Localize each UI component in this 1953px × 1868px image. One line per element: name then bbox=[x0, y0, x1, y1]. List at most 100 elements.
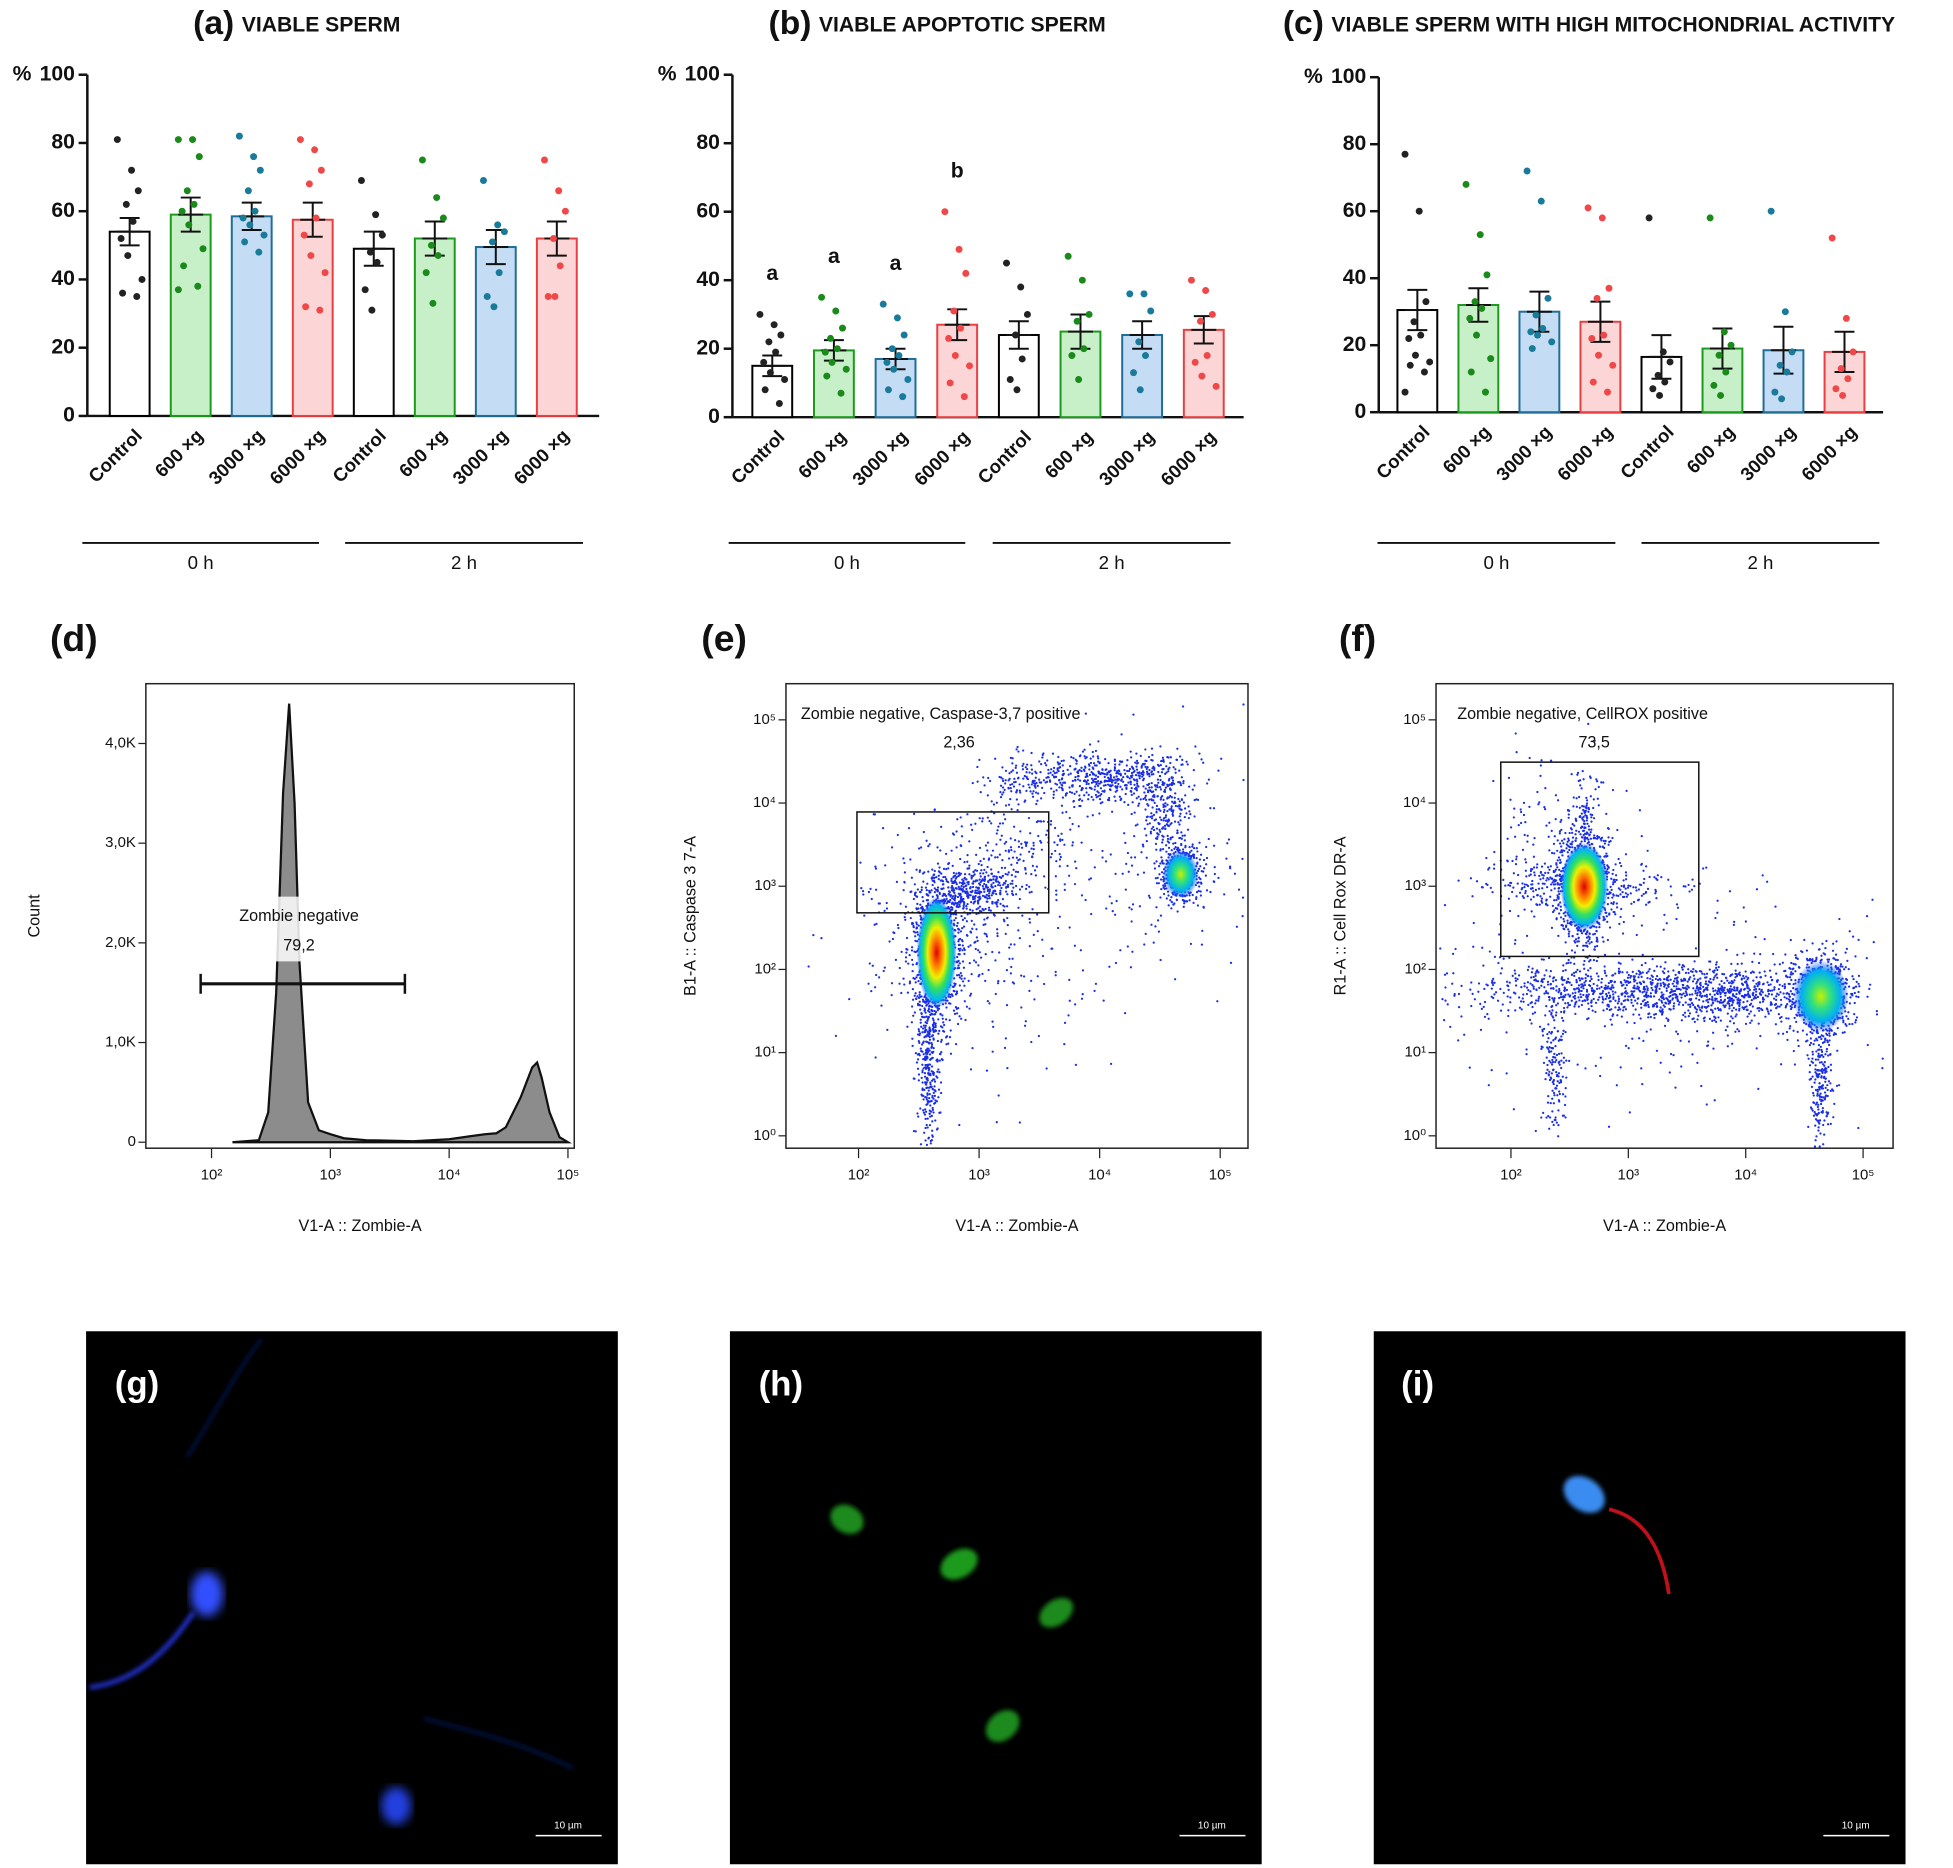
event bbox=[1587, 840, 1590, 844]
event bbox=[1563, 849, 1566, 852]
event bbox=[1445, 972, 1449, 975]
event bbox=[1030, 872, 1033, 876]
event bbox=[999, 889, 1002, 892]
event bbox=[1514, 1009, 1517, 1012]
event bbox=[1674, 973, 1677, 976]
event bbox=[1162, 803, 1165, 806]
event bbox=[1034, 785, 1037, 788]
event bbox=[938, 891, 941, 895]
event bbox=[1074, 767, 1077, 771]
event bbox=[977, 964, 980, 967]
event bbox=[1090, 781, 1094, 784]
event bbox=[1049, 856, 1052, 859]
event bbox=[1180, 776, 1183, 779]
event bbox=[1041, 938, 1044, 941]
event bbox=[1129, 966, 1133, 969]
event bbox=[1559, 908, 1563, 912]
event bbox=[1006, 924, 1009, 927]
event bbox=[1578, 806, 1581, 809]
event bbox=[1563, 989, 1566, 993]
event bbox=[1589, 776, 1592, 779]
event bbox=[996, 880, 1000, 883]
event bbox=[1135, 759, 1139, 763]
event bbox=[1672, 1004, 1675, 1008]
event bbox=[911, 921, 914, 925]
event bbox=[1114, 799, 1117, 802]
event bbox=[1157, 821, 1160, 825]
event bbox=[1064, 794, 1067, 797]
event bbox=[936, 1076, 939, 1079]
event bbox=[834, 1034, 838, 1037]
event bbox=[951, 864, 954, 868]
event bbox=[939, 1081, 943, 1084]
event bbox=[926, 1063, 929, 1067]
event bbox=[1587, 806, 1590, 809]
event bbox=[1187, 805, 1190, 808]
event bbox=[1032, 852, 1035, 855]
event bbox=[924, 1063, 927, 1067]
event bbox=[1115, 899, 1118, 903]
event bbox=[1010, 808, 1013, 811]
event bbox=[1008, 957, 1011, 961]
event bbox=[1024, 766, 1027, 769]
event bbox=[1558, 892, 1561, 896]
event bbox=[1036, 930, 1039, 933]
event bbox=[971, 828, 974, 832]
event bbox=[1014, 766, 1017, 769]
event bbox=[1170, 896, 1173, 899]
event bbox=[1127, 803, 1130, 806]
event bbox=[1076, 770, 1079, 774]
event bbox=[949, 996, 952, 999]
event bbox=[1008, 857, 1011, 860]
event bbox=[978, 878, 981, 881]
event bbox=[1025, 775, 1028, 778]
event bbox=[924, 1108, 927, 1111]
event bbox=[959, 971, 962, 975]
event bbox=[1173, 796, 1176, 799]
event bbox=[1025, 883, 1028, 887]
event bbox=[1168, 766, 1171, 769]
event bbox=[920, 1012, 923, 1015]
event bbox=[963, 876, 966, 879]
event bbox=[963, 1000, 966, 1003]
event bbox=[1607, 836, 1610, 839]
event bbox=[942, 1021, 945, 1024]
event bbox=[1705, 866, 1708, 869]
event bbox=[1036, 975, 1039, 978]
event bbox=[931, 1070, 935, 1074]
event bbox=[1205, 856, 1209, 860]
event bbox=[1709, 977, 1712, 981]
event bbox=[1073, 882, 1077, 886]
event bbox=[1085, 787, 1088, 790]
event bbox=[997, 1094, 1000, 1097]
event bbox=[1605, 911, 1608, 914]
event bbox=[1597, 998, 1600, 1001]
event bbox=[913, 994, 916, 997]
event bbox=[1093, 866, 1096, 869]
event bbox=[1018, 888, 1022, 891]
event bbox=[1539, 878, 1542, 881]
event bbox=[1562, 1006, 1566, 1010]
event bbox=[1164, 805, 1167, 808]
event bbox=[1026, 763, 1029, 766]
event bbox=[1610, 901, 1613, 905]
event bbox=[945, 1035, 949, 1038]
event bbox=[1002, 883, 1005, 886]
event bbox=[1159, 809, 1162, 812]
event bbox=[1148, 896, 1151, 899]
event bbox=[1492, 867, 1496, 870]
event bbox=[1008, 946, 1011, 949]
event bbox=[1159, 745, 1162, 748]
event bbox=[1130, 908, 1133, 911]
event bbox=[911, 963, 914, 966]
event bbox=[969, 886, 972, 889]
event bbox=[1560, 851, 1564, 854]
event bbox=[919, 1143, 923, 1146]
event bbox=[1147, 894, 1151, 897]
event bbox=[1050, 768, 1053, 771]
event bbox=[931, 895, 934, 898]
event bbox=[924, 1026, 927, 1029]
event bbox=[1146, 789, 1150, 792]
event bbox=[1491, 891, 1494, 894]
